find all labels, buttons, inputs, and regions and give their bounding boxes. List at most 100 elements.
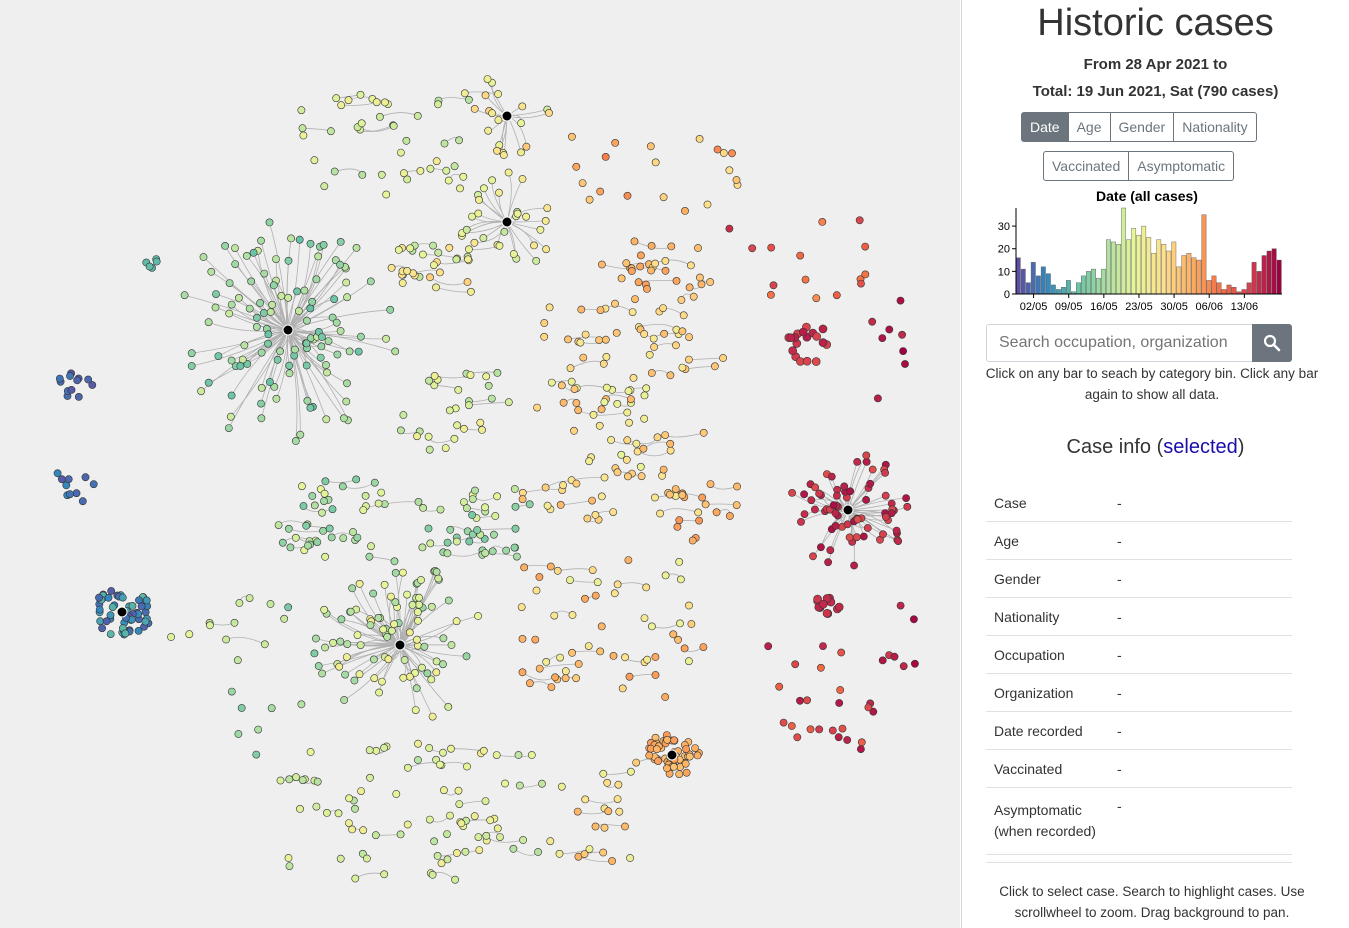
case-node[interactable] (468, 212, 476, 221)
case-node[interactable] (630, 237, 639, 246)
case-node[interactable] (299, 131, 308, 140)
case-node[interactable] (382, 334, 390, 343)
case-node[interactable] (532, 586, 541, 595)
case-node[interactable] (627, 767, 635, 776)
case-node[interactable] (440, 139, 449, 148)
case-node[interactable] (501, 779, 509, 788)
case-node[interactable] (669, 763, 678, 771)
case-node[interactable] (443, 538, 452, 547)
case-node[interactable] (819, 642, 827, 650)
case-node[interactable] (522, 142, 531, 151)
histogram-bar[interactable] (1241, 289, 1247, 295)
case-node[interactable] (108, 603, 117, 611)
case-node[interactable] (234, 293, 243, 302)
case-node[interactable] (572, 479, 581, 488)
case-node[interactable] (478, 425, 486, 434)
case-node[interactable] (769, 281, 778, 290)
case-node[interactable] (525, 500, 534, 509)
case-node[interactable] (694, 244, 702, 252)
case-node[interactable] (540, 332, 549, 341)
case-node[interactable] (353, 631, 362, 639)
case-node[interactable] (375, 688, 383, 697)
case-node[interactable] (803, 696, 811, 705)
case-node[interactable] (679, 311, 688, 320)
case-node[interactable] (798, 327, 808, 337)
case-node[interactable] (643, 655, 652, 664)
case-node[interactable] (391, 569, 400, 577)
case-node[interactable] (359, 506, 368, 514)
search-input[interactable] (986, 324, 1252, 362)
case-node[interactable] (389, 122, 398, 130)
case-node[interactable] (526, 679, 534, 688)
case-node[interactable] (666, 371, 675, 380)
case-node[interactable] (446, 525, 455, 534)
case-node[interactable] (375, 113, 384, 121)
case-node[interactable] (534, 848, 542, 856)
case-node[interactable] (896, 296, 905, 305)
case-node[interactable] (868, 317, 877, 326)
case-node[interactable] (489, 530, 498, 539)
case-node[interactable] (613, 795, 622, 803)
case-node[interactable] (901, 360, 909, 368)
case-node[interactable] (378, 677, 386, 686)
case-node[interactable] (446, 811, 454, 820)
case-node[interactable] (336, 854, 345, 863)
case-node[interactable] (256, 299, 264, 307)
case-node[interactable] (336, 237, 345, 246)
case-node[interactable] (511, 524, 520, 533)
case-node[interactable] (247, 277, 256, 286)
case-node[interactable] (793, 733, 802, 742)
case-node[interactable] (308, 492, 317, 500)
case-node[interactable] (695, 516, 703, 525)
case-node[interactable] (694, 508, 703, 517)
histogram-bar[interactable] (1116, 244, 1122, 295)
case-node[interactable] (488, 547, 497, 556)
case-node[interactable] (187, 362, 196, 370)
case-node[interactable] (411, 706, 420, 714)
case-node[interactable] (197, 387, 205, 396)
case-node[interactable] (609, 652, 618, 660)
case-node[interactable] (572, 674, 580, 683)
case-node[interactable] (547, 378, 556, 387)
case-node[interactable] (324, 337, 333, 345)
histogram-bar[interactable] (1030, 262, 1036, 295)
case-node[interactable] (493, 492, 501, 501)
case-node[interactable] (265, 378, 274, 386)
case-node[interactable] (284, 603, 293, 612)
case-node[interactable] (415, 593, 423, 602)
case-node[interactable] (608, 857, 616, 865)
case-node[interactable] (53, 469, 62, 478)
case-node[interactable] (434, 248, 443, 257)
case-node[interactable] (807, 496, 816, 505)
case-node[interactable] (589, 410, 598, 419)
case-node[interactable] (687, 620, 696, 628)
case-node[interactable] (234, 730, 243, 738)
case-node[interactable] (902, 494, 910, 502)
case-node[interactable] (470, 812, 479, 821)
case-node[interactable] (812, 332, 822, 341)
case-node[interactable] (574, 660, 583, 668)
case-node[interactable] (285, 361, 294, 370)
case-node[interactable] (527, 751, 536, 759)
case-node[interactable] (356, 332, 365, 341)
case-node[interactable] (688, 536, 697, 545)
case-node[interactable] (531, 635, 540, 644)
case-node[interactable] (576, 338, 585, 347)
case-node[interactable] (493, 146, 501, 155)
case-node[interactable] (625, 418, 633, 427)
case-node[interactable] (719, 149, 728, 157)
case-node[interactable] (546, 562, 555, 571)
case-node[interactable] (427, 602, 436, 611)
case-node[interactable] (514, 751, 523, 759)
case-node[interactable] (445, 406, 454, 415)
case-node[interactable] (680, 644, 689, 653)
case-node[interactable] (855, 216, 864, 225)
case-node[interactable] (899, 347, 907, 355)
case-node[interactable] (649, 334, 658, 343)
case-node[interactable] (319, 240, 328, 249)
case-node[interactable] (492, 751, 501, 759)
case-node[interactable] (557, 782, 566, 791)
case-node[interactable] (318, 669, 326, 678)
case-node[interactable] (591, 591, 600, 600)
case-node[interactable] (277, 291, 286, 300)
